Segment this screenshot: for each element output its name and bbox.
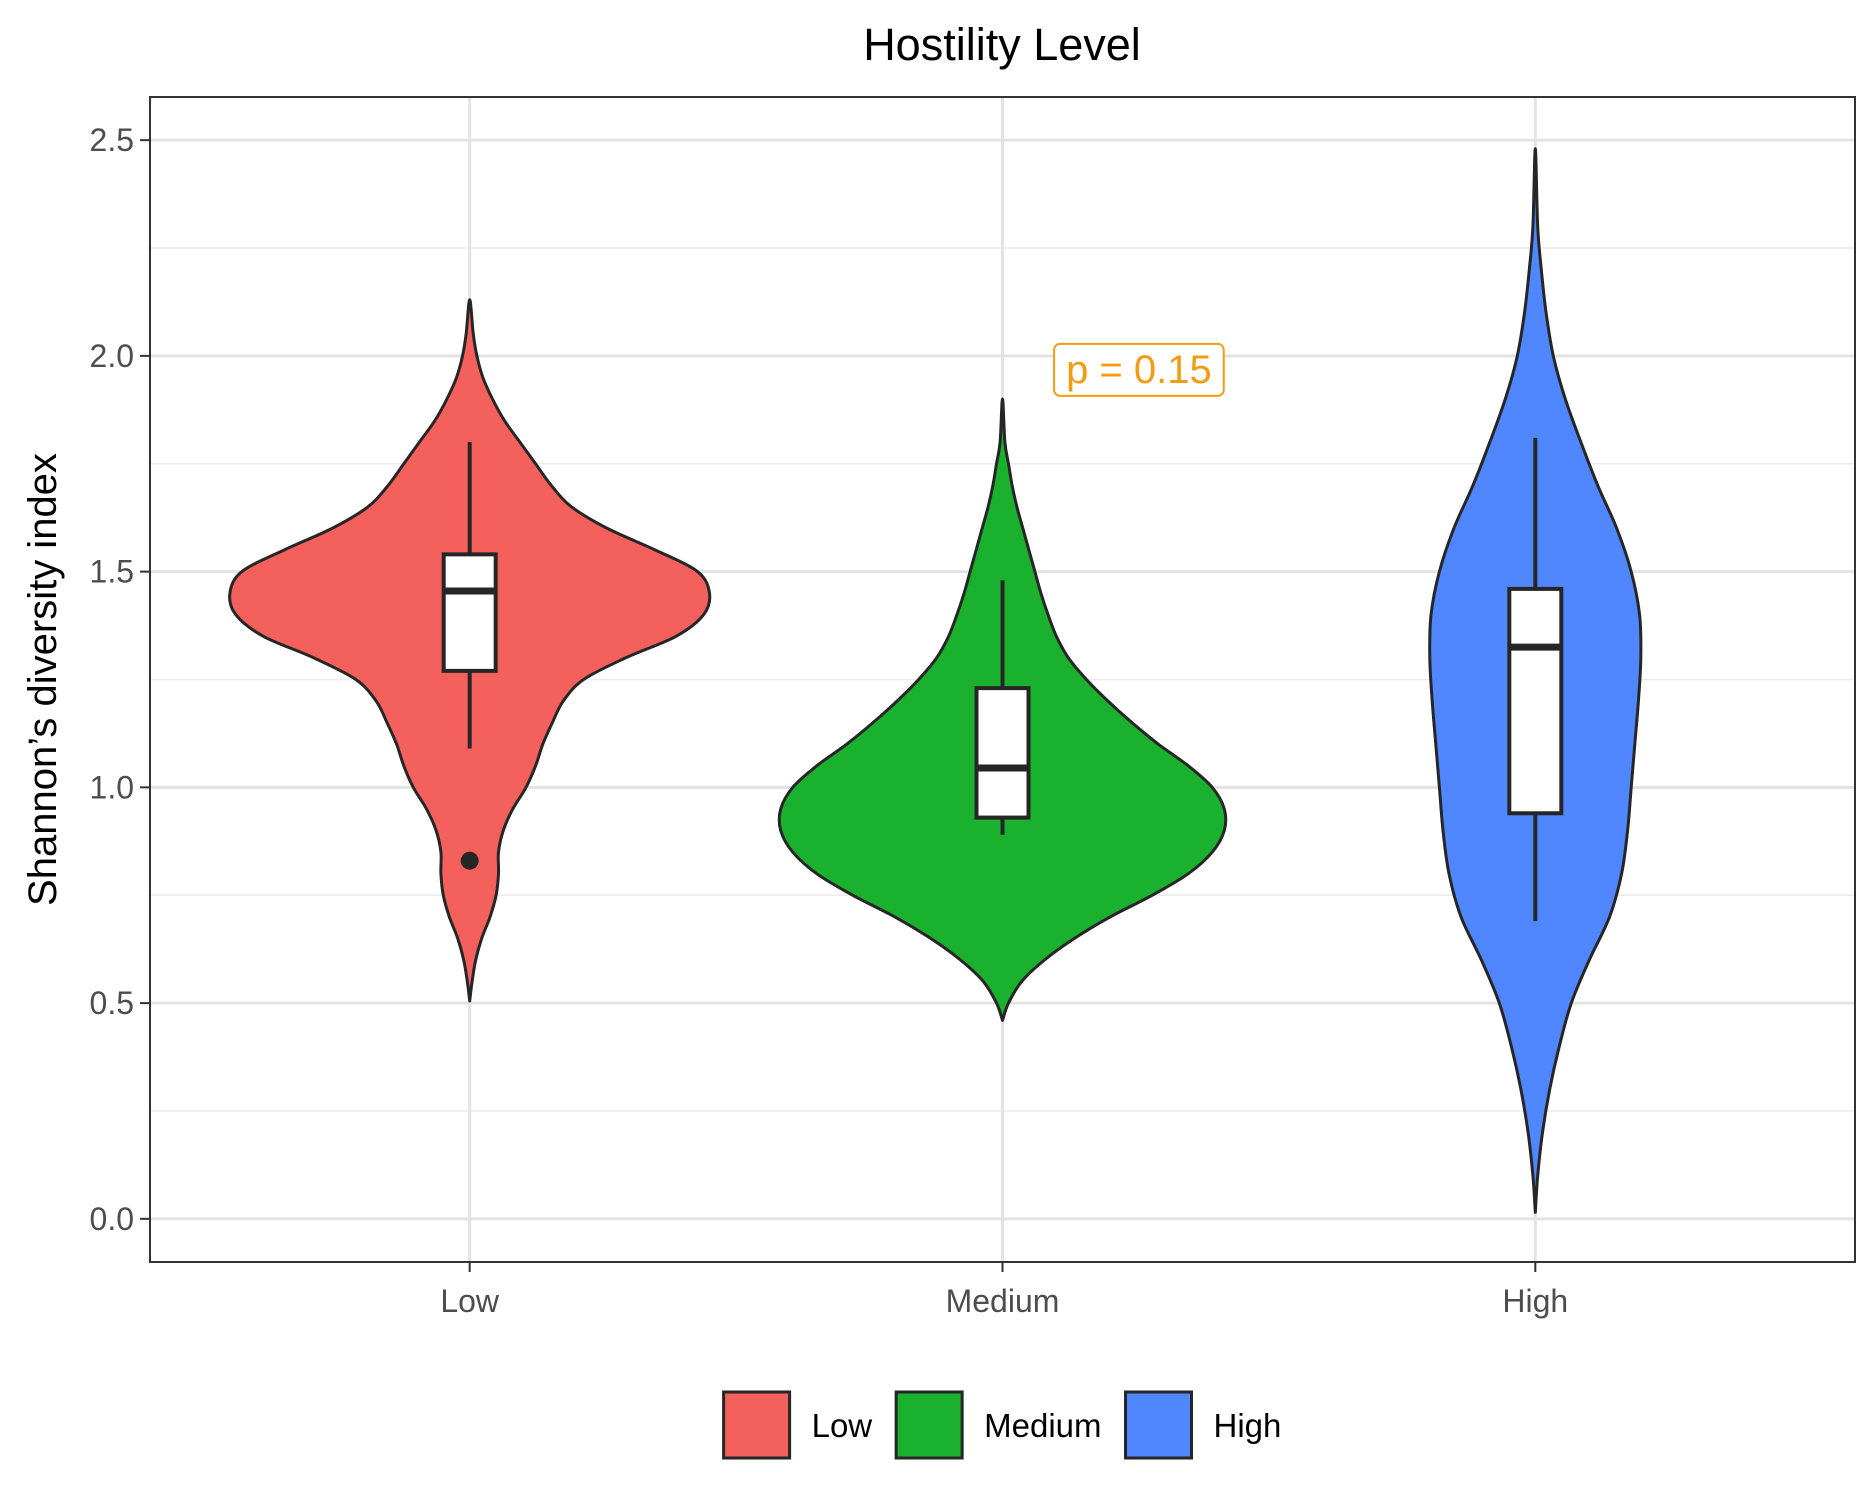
x-tick-label: Low [440,1283,500,1319]
legend-key-medium [894,1390,964,1460]
y-tick-label: 1.0 [90,769,134,805]
y-tick-label: 0.0 [90,1201,134,1237]
box-high [1507,586,1564,816]
boxplot-layer [441,437,1564,922]
y-tick-label: 2.5 [90,122,134,158]
y-axis: 0.0 0.5 1.0 1.5 2.0 2.5 [90,122,150,1237]
legend-label: Medium [984,1407,1101,1444]
legend-key-low [722,1390,792,1460]
x-tick-label: Medium [946,1283,1060,1319]
p-value-label: p = 0.15 [1066,348,1212,392]
p-value-annotation: p = 0.15 [1053,342,1225,397]
y-tick-label: 2.0 [90,338,134,374]
chart-title: Hostility Level [863,19,1141,70]
legend-label: Low [812,1407,873,1444]
y-tick-label: 1.5 [90,554,134,590]
y-axis-title: Shannon’s diversity index [21,453,65,906]
outlier-point [460,851,479,870]
legend-key-high [1124,1390,1194,1460]
legend: Low Medium High [722,1390,1282,1460]
p-value-box [1053,342,1225,397]
legend-label: High [1214,1407,1282,1444]
x-tick-label: High [1502,1283,1568,1319]
box-low [441,552,498,673]
violin-layer [228,147,1643,1214]
box-medium [974,686,1031,820]
y-tick-label: 0.5 [90,985,134,1021]
x-axis: Low Medium High [440,1262,1568,1319]
